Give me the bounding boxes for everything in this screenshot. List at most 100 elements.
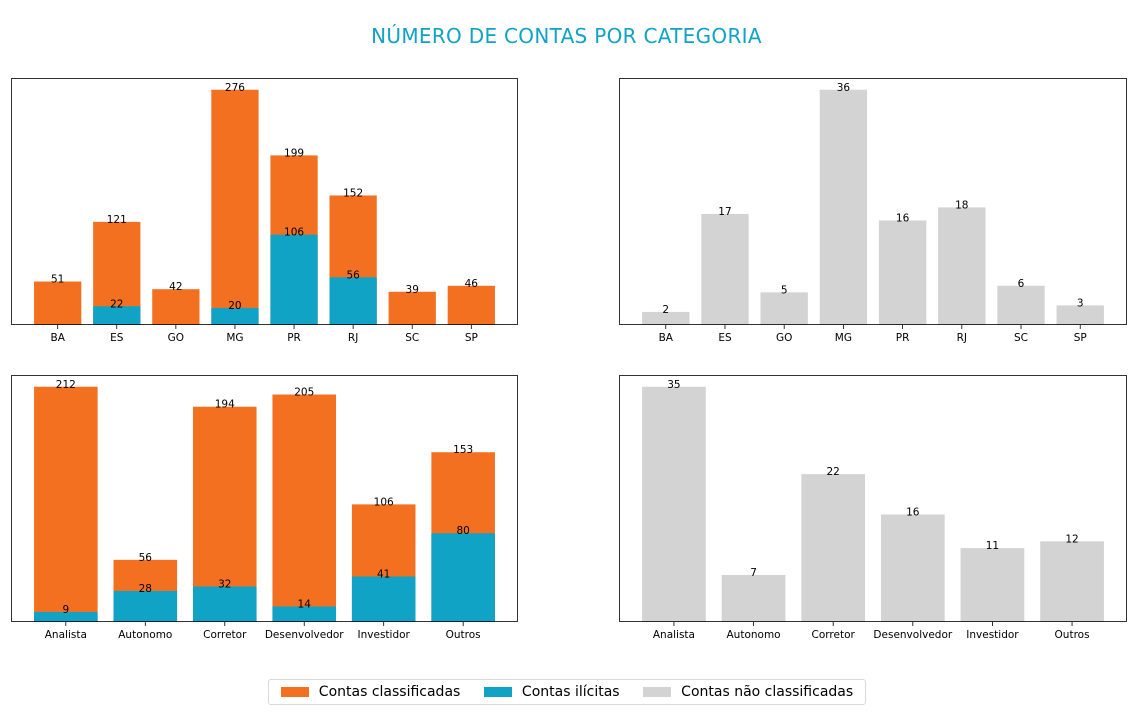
bar-contas-ilicitas-mg — [211, 307, 259, 325]
bar-contas-classificadas-corretor — [192, 406, 257, 622]
plot-frame — [619, 375, 1127, 622]
x-tick-label-ba: BA — [50, 332, 65, 344]
data-label-contas-classificadas-sp: 46 — [465, 278, 479, 290]
x-tick-label-outros: Outros — [446, 629, 481, 641]
data-label-contas-nao-classificadas-go: 5 — [781, 284, 788, 296]
bar-contas-ilicitas-outros — [431, 533, 495, 622]
x-tick-label-rj: RJ — [348, 332, 358, 344]
data-label-contas-ilicitas-analista: 9 — [62, 604, 69, 616]
data-label-contas-classificadas-desenvolvedor: 205 — [294, 387, 314, 399]
data-label-contas-nao-classificadas-sc: 6 — [1018, 278, 1025, 290]
x-tick-label-sc: SC — [1014, 332, 1028, 344]
chart-panel-1: 51 121 42 276 199 152 39 46 22 20 106 56 BA ES GO MG PR R… — [11, 78, 518, 344]
data-label-contas-classificadas-es: 121 — [107, 214, 127, 226]
data-label-contas-ilicitas-mg: 20 — [228, 300, 241, 312]
bar-contas-nao-classificadas-ba — [642, 311, 690, 325]
legend-swatch-illicit — [483, 687, 512, 697]
x-tick-label-mg: MG — [226, 332, 243, 344]
x-tick-label-analista: Analista — [45, 629, 87, 641]
chart-panel-2: 2 17 5 36 16 18 6 3 BA ES GO MG PR RJ SC SP — [619, 78, 1127, 344]
bar-contas-ilicitas-autonomo — [113, 590, 178, 622]
bar-contas-nao-classificadas-investidor — [960, 548, 1025, 622]
figure-title: NÚMERO DE CONTAS POR CATEGORIA — [371, 24, 762, 48]
x-tick-label-sp: SP — [465, 332, 478, 344]
data-label-contas-nao-classificadas-es: 17 — [718, 206, 731, 218]
legend-label-classified: Contas classificadas — [318, 684, 461, 700]
bar-contas-nao-classificadas-rj — [938, 207, 986, 325]
bar-contas-classificadas-go — [152, 289, 200, 325]
bar-contas-classificadas-analista — [34, 386, 98, 622]
chart-panel-4: 35 7 22 16 11 12 Analista Autonomo Corretor Desen… — [619, 375, 1127, 641]
x-tick-label-autonomo: Autonomo — [118, 629, 172, 641]
data-label-contas-classificadas-autonomo: 56 — [139, 552, 153, 564]
data-label-contas-ilicitas-rj: 56 — [346, 269, 360, 281]
x-tick-label-es: ES — [110, 332, 124, 344]
bar-contas-classificadas-sp — [447, 285, 495, 325]
data-label-contas-nao-classificadas-mg: 36 — [837, 82, 851, 94]
x-tick-label-corretor: Corretor — [203, 629, 247, 641]
data-label-contas-nao-classificadas-pr: 16 — [896, 212, 910, 224]
data-label-contas-nao-classificadas-sp: 3 — [1077, 297, 1084, 309]
data-label-contas-nao-classificadas-autonomo: 7 — [750, 567, 757, 579]
bar-contas-ilicitas-es — [93, 306, 141, 325]
x-tick-label-outros: Outros — [1055, 629, 1090, 641]
bar-contas-nao-classificadas-analista — [642, 386, 706, 622]
bar-contas-classificadas-ba — [34, 281, 82, 325]
bar-contas-ilicitas-pr — [270, 234, 318, 325]
data-label-contas-nao-classificadas-investidor: 11 — [986, 540, 999, 552]
data-label-contas-classificadas-analista: 212 — [56, 379, 76, 391]
data-label-contas-nao-classificadas-analista: 35 — [667, 379, 680, 391]
data-label-contas-classificadas-sc: 39 — [406, 284, 419, 296]
data-label-contas-ilicitas-desenvolvedor: 14 — [298, 598, 312, 610]
bar-contas-nao-classificadas-pr — [878, 220, 927, 325]
x-tick-label-corretor: Corretor — [812, 629, 856, 641]
legend-item-classified: Contas classificadas — [280, 684, 461, 700]
data-label-contas-nao-classificadas-desenvolvedor: 16 — [906, 506, 920, 518]
data-label-contas-ilicitas-outros: 80 — [456, 525, 469, 537]
data-label-contas-classificadas-rj: 152 — [343, 187, 363, 199]
data-label-contas-classificadas-pr: 199 — [284, 147, 304, 159]
x-tick-label-investidor: Investidor — [358, 629, 411, 641]
x-tick-label-sp: SP — [1074, 332, 1087, 344]
data-label-contas-ilicitas-autonomo: 28 — [139, 583, 152, 595]
legend-item-unclassified: Contas não classificadas — [643, 684, 853, 700]
bar-contas-nao-classificadas-outros — [1040, 541, 1104, 622]
x-tick-label-pr: PR — [896, 332, 910, 344]
bar-contas-nao-classificadas-sp — [1056, 305, 1104, 325]
legend-swatch-unclassified — [643, 687, 672, 697]
chart-panel-3: 212 56 194 205 106 153 9 28 32 14 41 80 Analista Auto… — [11, 375, 518, 641]
data-label-contas-nao-classificadas-outros: 12 — [1065, 533, 1078, 545]
bar-contas-nao-classificadas-go — [760, 292, 808, 325]
plot-frame — [11, 78, 518, 325]
data-label-contas-nao-classificadas-rj: 18 — [955, 199, 968, 211]
x-tick-label-go: GO — [168, 332, 184, 344]
x-tick-label-ba: BA — [659, 332, 674, 344]
plot-frame — [11, 375, 518, 622]
plot-frame — [619, 78, 1127, 325]
bar-contas-nao-classificadas-desenvolvedor — [880, 514, 945, 622]
data-label-contas-ilicitas-pr: 106 — [284, 227, 304, 239]
legend: Contas classificadas Contas ilícitas Con… — [268, 679, 866, 705]
legend-item-illicit: Contas ilícitas — [483, 684, 620, 700]
bar-contas-ilicitas-analista — [34, 612, 98, 622]
data-label-contas-classificadas-mg: 276 — [225, 82, 245, 94]
x-tick-label-go: GO — [776, 332, 792, 344]
bar-contas-nao-classificadas-mg — [819, 89, 868, 325]
data-label-contas-ilicitas-es: 22 — [110, 298, 123, 310]
x-tick-label-investidor: Investidor — [966, 629, 1019, 641]
data-label-contas-classificadas-investidor: 106 — [374, 496, 394, 508]
data-label-contas-nao-classificadas-corretor: 22 — [827, 466, 840, 478]
bar-contas-classificadas-sc — [388, 291, 436, 325]
x-tick-label-autonomo: Autonomo — [726, 629, 780, 641]
data-label-contas-nao-classificadas-ba: 2 — [662, 304, 669, 316]
bar-contas-nao-classificadas-sc — [997, 285, 1045, 325]
data-label-contas-classificadas-outros: 153 — [453, 444, 473, 456]
bar-contas-ilicitas-desenvolvedor — [272, 606, 337, 622]
bar-contas-ilicitas-corretor — [192, 586, 257, 622]
x-tick-label-desenvolvedor: Desenvolvedor — [265, 629, 344, 641]
data-label-contas-classificadas-go: 42 — [169, 281, 182, 293]
x-tick-label-sc: SC — [405, 332, 419, 344]
data-label-contas-classificadas-corretor: 194 — [215, 399, 235, 411]
data-label-contas-ilicitas-corretor: 32 — [218, 578, 231, 590]
